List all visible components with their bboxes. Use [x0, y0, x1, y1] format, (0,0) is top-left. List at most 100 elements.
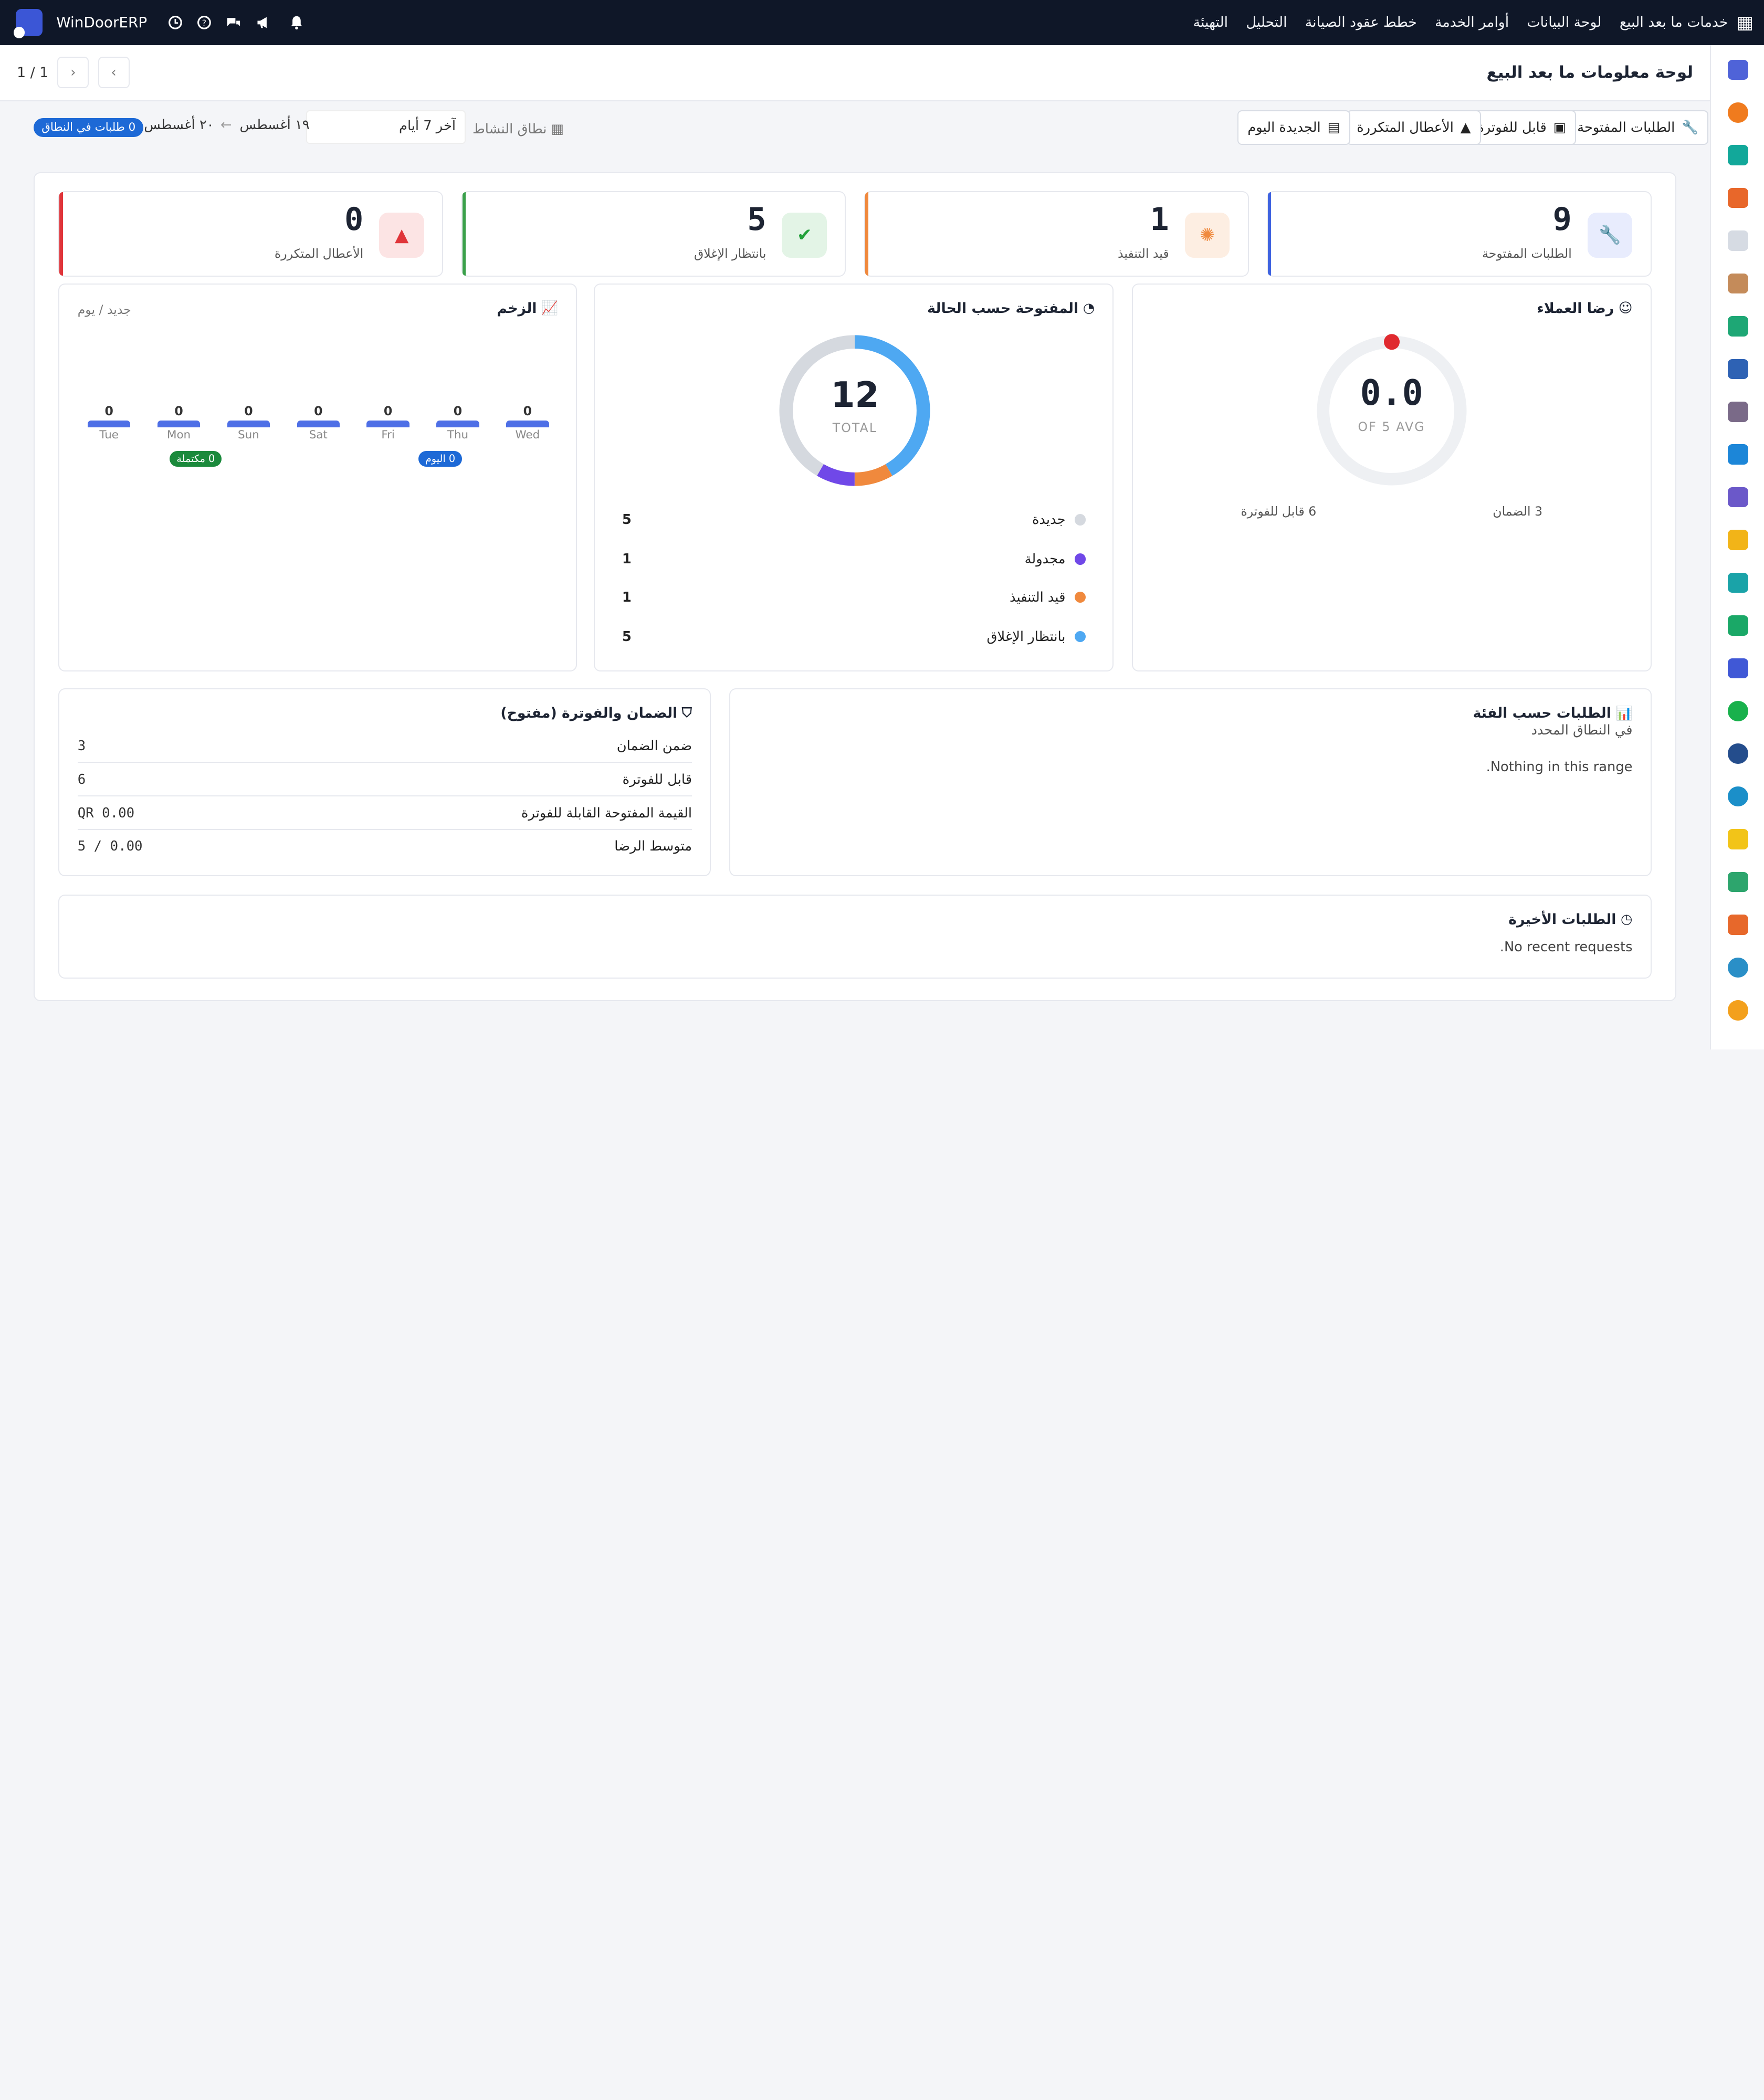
summary-row: قابل للفوترة 6	[77, 764, 692, 796]
check-app-icon[interactable]	[1728, 145, 1748, 165]
filter-new-today-button[interactable]: ▤ الجديدة اليوم	[1237, 110, 1350, 145]
wave-app-icon[interactable]	[1728, 786, 1748, 807]
pager-previous-button[interactable]: ‹	[98, 57, 130, 89]
box-app-icon[interactable]	[1728, 402, 1748, 422]
wrench-icon: 🔧	[1587, 212, 1633, 258]
help-icon[interactable]: ?	[196, 15, 212, 30]
donut-slice-2[interactable]	[779, 335, 931, 486]
legend-item[interactable]: جديدة 5	[622, 510, 1086, 530]
pager-next-button[interactable]: ›	[57, 57, 89, 89]
megaphone-icon[interactable]	[255, 15, 271, 30]
photo-app-icon[interactable]	[1728, 273, 1748, 294]
gear-app-icon[interactable]	[1728, 1000, 1748, 1021]
calendar-icon: ▦	[551, 121, 564, 138]
today-tag: 0 اليوم	[418, 451, 462, 467]
clock-app-icon[interactable]	[1728, 743, 1748, 764]
kpi-in-progress[interactable]: ✺ 1 قيد التنفيذ	[864, 191, 1249, 277]
bank-app-icon[interactable]	[1728, 872, 1748, 892]
bar[interactable]	[157, 421, 201, 428]
summary-value: 0.00 / 5	[77, 838, 143, 855]
legend-value: 5	[622, 628, 632, 645]
menu-after-sales[interactable]: خدمات ما بعد البيع	[1619, 14, 1728, 31]
cube-app-icon[interactable]	[1728, 230, 1748, 251]
bar[interactable]	[297, 421, 340, 428]
completed-tag: 0 مكتملة	[170, 451, 222, 467]
activity-range-select[interactable]: آخر 7 أيام	[306, 110, 466, 144]
legend-item[interactable]: مجدولة 1	[622, 549, 1086, 570]
filter-repeat-faults-button[interactable]: ▲ الأعطال المتكررة	[1347, 110, 1481, 145]
hex-app-icon[interactable]	[1728, 915, 1748, 935]
bar-chart-icon: 📊	[1615, 705, 1633, 721]
satisfaction-gauge	[1317, 334, 1467, 486]
recent-requests-title: ◷ الطلبات الأخيرة	[1508, 911, 1633, 928]
filter-bar: 🔧 الطلبات المفتوحة ▣ قابل للفوترة ▲ الأع…	[0, 108, 1710, 146]
clock-icon[interactable]	[167, 15, 183, 30]
bar-day-label: Mon	[166, 428, 191, 442]
mail-app-icon[interactable]	[1728, 59, 1748, 80]
invoice-app-icon[interactable]	[1728, 444, 1748, 465]
kpi-open-requests[interactable]: 🔧 9 الطلبات المفتوحة	[1266, 191, 1652, 277]
pen-app-icon[interactable]	[1728, 572, 1748, 593]
shield-icon: ⛉	[681, 705, 692, 721]
legend-dot	[1074, 553, 1086, 565]
recent-empty-state: .No recent requests	[1499, 939, 1633, 956]
bar[interactable]	[227, 421, 270, 428]
chat-app-icon[interactable]	[1728, 102, 1748, 123]
category-empty-state: .Nothing in this range	[1486, 759, 1633, 775]
systray: WinDoorERP ?	[13, 9, 304, 38]
legend-item[interactable]: بانتظار الإغلاق 5	[622, 626, 1086, 647]
status-total-label: TOTAL	[832, 421, 878, 436]
contacts-app-icon[interactable]	[1728, 615, 1748, 636]
kpi-label: قيد التنفيذ	[1118, 246, 1169, 261]
filter-billable-button[interactable]: ▣ قابل للفوترة	[1467, 110, 1577, 145]
tasks-app-icon[interactable]	[1728, 316, 1748, 337]
send-app-icon[interactable]	[1728, 829, 1748, 849]
bar[interactable]	[87, 421, 131, 428]
bar-day-label: Sat	[309, 428, 328, 442]
bell-icon[interactable]	[289, 15, 304, 30]
summary-row: القيمة المفتوحة القابلة للفوترة 0.00 QR	[77, 797, 692, 831]
kpi-repeat-faults[interactable]: ▲ 0 الأعطال المتكررة	[58, 191, 444, 277]
date-to[interactable]: ٢٠ أغسطس	[144, 117, 214, 133]
chart-app-icon[interactable]	[1728, 187, 1748, 208]
calendar-app-icon[interactable]	[1728, 530, 1748, 550]
filter-open-requests-button[interactable]: 🔧 الطلبات المفتوحة	[1567, 110, 1709, 145]
menu-maintenance-plans[interactable]: خطط عقود الصيانة	[1305, 14, 1417, 31]
people-app-icon[interactable]	[1728, 487, 1748, 508]
company-name[interactable]: WinDoorERP	[56, 14, 148, 32]
menu-configuration[interactable]: التهيئة	[1193, 14, 1228, 31]
bar-day-label: Fri	[381, 428, 395, 442]
dashboard-app-icon[interactable]	[1728, 658, 1748, 679]
wrench-icon: 🔧	[1682, 120, 1699, 136]
pager-value[interactable]: 1 / 1	[17, 64, 49, 81]
pie-app-icon[interactable]	[1728, 957, 1748, 978]
momentum-title: 📈 الزخم	[497, 300, 559, 317]
menu-dashboard[interactable]: لوحة البيانات	[1527, 14, 1602, 31]
legend-value: 1	[622, 589, 632, 605]
control-panel: لوحة معلومات ما بعد البيع 1 / 1 › ‹	[0, 45, 1710, 101]
date-from[interactable]: ١٩ أغسطس	[239, 117, 310, 133]
kpi-value: 5	[747, 201, 766, 238]
summary-row: متوسط الرضا 0.00 / 5	[78, 830, 692, 863]
bar[interactable]	[436, 421, 479, 428]
summary-label: القيمة المفتوحة القابلة للفوترة	[521, 805, 692, 822]
bar[interactable]	[366, 421, 410, 428]
book-app-icon[interactable]	[1728, 359, 1748, 380]
menu-analysis[interactable]: التحليل	[1246, 14, 1287, 31]
menu-service-orders[interactable]: أوامر الخدمة	[1435, 14, 1509, 31]
legend-label: جديدة	[1032, 511, 1066, 528]
trend-chart-icon: 📈	[541, 300, 559, 317]
company-logo[interactable]	[13, 9, 43, 38]
pager: 1 / 1 › ‹	[17, 57, 130, 89]
kpi-awaiting-close[interactable]: ✔ 5 بانتظار الإغلاق	[461, 191, 846, 277]
apps-grid-icon[interactable]: ▦	[1736, 12, 1754, 33]
legend-item[interactable]: قيد التنفيذ 1	[622, 587, 1086, 607]
summary-value: 3	[77, 738, 86, 754]
bar[interactable]	[506, 421, 549, 428]
donut-slice-3[interactable]	[779, 335, 931, 486]
chat-icon[interactable]	[226, 15, 242, 30]
bar-value: 0	[104, 404, 113, 419]
calendar-icon: ▤	[1327, 120, 1340, 136]
satisfaction-sub: OF 5 AVG	[1358, 419, 1425, 435]
whatsapp-app-icon[interactable]	[1728, 701, 1748, 721]
